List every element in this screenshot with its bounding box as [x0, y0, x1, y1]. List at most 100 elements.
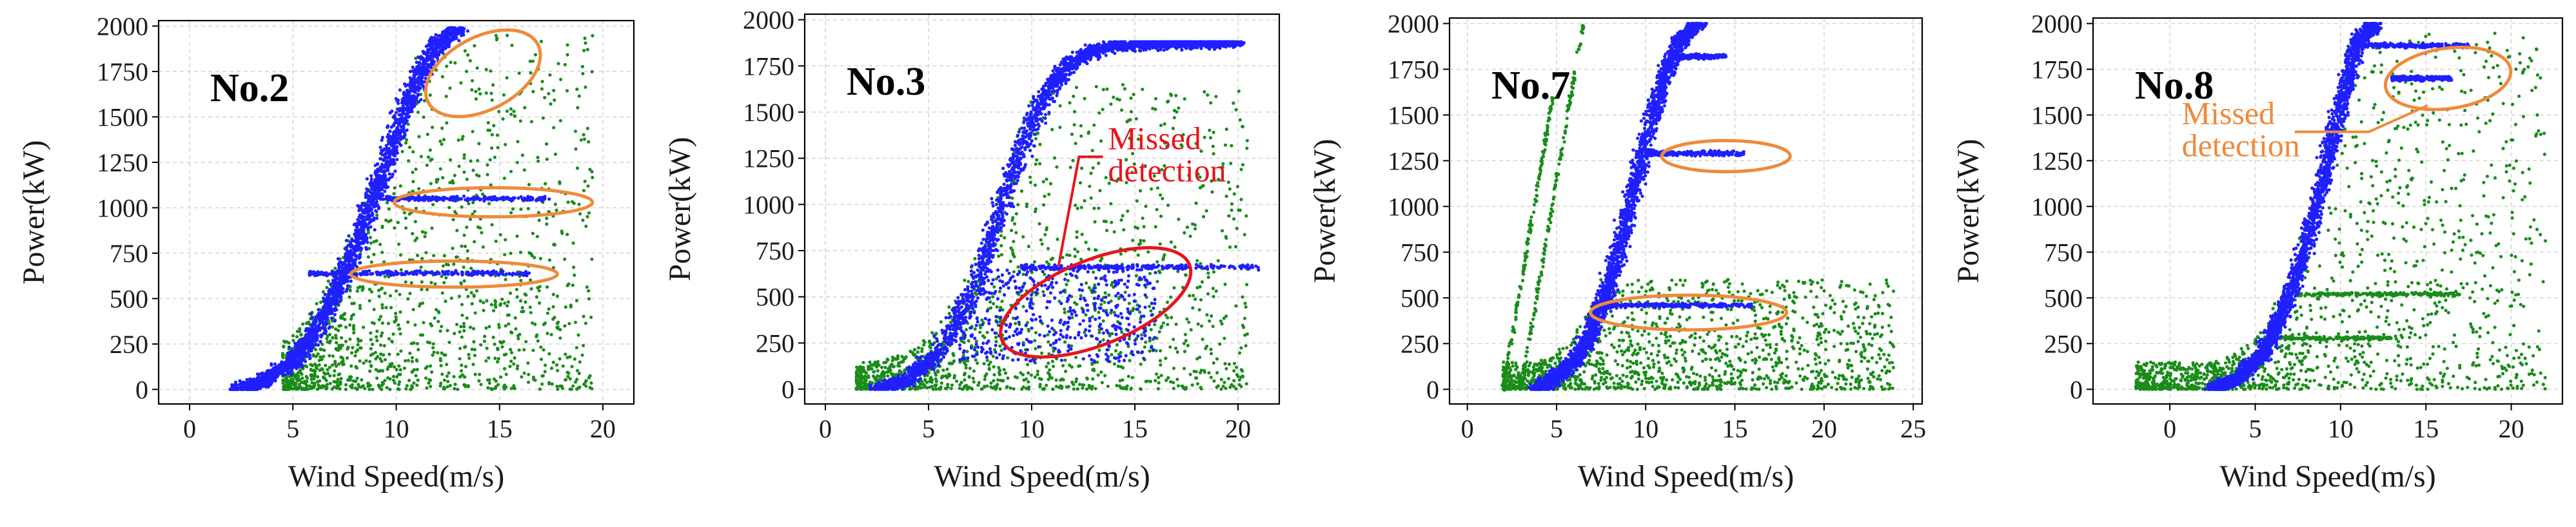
abnormal-point — [1224, 195, 1228, 198]
abnormal-point — [453, 61, 457, 65]
abnormal-point — [409, 281, 413, 285]
abnormal-point — [288, 375, 292, 379]
abnormal-point — [486, 386, 490, 390]
abnormal-point — [386, 220, 391, 224]
abnormal-point — [520, 375, 524, 379]
abnormal-point — [479, 383, 483, 387]
normal-point — [411, 65, 415, 69]
abnormal-point — [1223, 380, 1226, 385]
abnormal-point — [558, 180, 562, 184]
normal-point — [428, 64, 432, 68]
abnormal-point — [397, 242, 401, 246]
abnormal-point — [1188, 372, 1192, 376]
abnormal-point — [1052, 365, 1056, 369]
normal-point — [319, 334, 322, 338]
abnormal-point — [388, 387, 392, 392]
abnormal-point — [1210, 179, 1214, 183]
abnormal-point — [1172, 381, 1175, 385]
normal-point — [387, 196, 391, 200]
abnormal-point — [356, 343, 360, 347]
abnormal-point — [540, 374, 544, 378]
normal-point — [362, 237, 366, 241]
normal-point — [364, 195, 368, 199]
normal-point — [296, 354, 300, 358]
normal-point — [388, 111, 392, 115]
normal-point — [246, 387, 250, 392]
abnormal-point — [398, 184, 402, 188]
normal-point — [315, 331, 319, 334]
abnormal-point — [397, 380, 402, 384]
normal-point — [427, 198, 431, 202]
normal-point — [413, 79, 417, 83]
abnormal-point — [566, 374, 570, 379]
abnormal-point — [462, 325, 466, 329]
abnormal-point — [1234, 304, 1238, 308]
normal-point — [388, 129, 392, 133]
normal-point — [375, 200, 379, 204]
abnormal-point — [462, 156, 466, 160]
normal-point — [366, 240, 369, 244]
normal-point — [449, 38, 453, 42]
abnormal-point — [428, 378, 431, 381]
abnormal-point — [319, 347, 322, 351]
abnormal-point — [540, 79, 544, 84]
normal-point — [382, 197, 386, 201]
abnormal-point — [383, 379, 387, 383]
abnormal-point — [542, 348, 546, 352]
normal-point — [434, 271, 438, 275]
abnormal-point — [558, 336, 562, 340]
normal-point — [362, 240, 366, 244]
abnormal-point — [1155, 372, 1159, 376]
normal-point — [426, 54, 430, 58]
normal-point — [341, 287, 345, 291]
normal-point — [355, 254, 359, 258]
abnormal-point — [1203, 135, 1206, 139]
abnormal-point — [1110, 283, 1114, 287]
normal-point — [355, 249, 359, 253]
abnormal-point — [404, 280, 408, 284]
abnormal-point — [1196, 322, 1200, 326]
normal-point — [408, 98, 412, 102]
scatter-points — [228, 26, 595, 392]
abnormal-point — [1119, 218, 1123, 222]
abnormal-point — [1036, 369, 1039, 373]
normal-point — [399, 143, 403, 148]
abnormal-point — [498, 303, 502, 307]
abnormal-point — [1016, 203, 1020, 207]
abnormal-point — [330, 387, 334, 391]
abnormal-point — [1097, 349, 1101, 352]
abnormal-point — [1142, 225, 1146, 229]
normal-point — [325, 308, 329, 312]
abnormal-point — [460, 335, 464, 339]
abnormal-point — [506, 34, 509, 37]
normal-point — [355, 240, 359, 244]
abnormal-point — [571, 283, 575, 287]
abnormal-point — [452, 375, 456, 379]
abnormal-point — [1048, 368, 1052, 372]
abnormal-point — [1123, 291, 1127, 294]
abnormal-point — [375, 335, 379, 339]
normal-point — [418, 77, 423, 81]
abnormal-point — [439, 381, 443, 385]
abnormal-point — [586, 184, 590, 188]
normal-point — [375, 216, 379, 220]
abnormal-point — [1125, 180, 1128, 185]
abnormal-point — [555, 385, 559, 388]
abnormal-point — [415, 341, 420, 346]
abnormal-point — [398, 292, 402, 296]
abnormal-point — [358, 359, 362, 363]
abnormal-point — [516, 140, 520, 144]
abnormal-point — [480, 192, 485, 196]
normal-point — [386, 124, 390, 128]
abnormal-point — [1177, 217, 1181, 221]
abnormal-point — [377, 318, 381, 321]
abnormal-point — [583, 36, 587, 41]
normal-point — [393, 152, 397, 156]
abnormal-point — [458, 375, 462, 379]
abnormal-point — [477, 174, 481, 178]
abnormal-point — [996, 378, 1000, 382]
abnormal-point — [1237, 90, 1241, 93]
normal-point — [337, 290, 341, 294]
normal-point — [358, 241, 362, 245]
normal-point — [360, 225, 364, 229]
